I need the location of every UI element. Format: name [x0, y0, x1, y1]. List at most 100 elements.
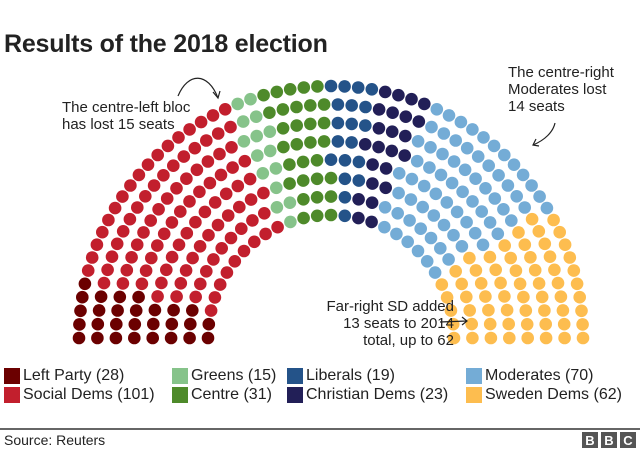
seat-sweden-dems	[576, 318, 589, 331]
seat-moderates	[447, 228, 460, 242]
seat-sweden-dems	[483, 317, 497, 331]
seat-sweden-dems	[528, 263, 542, 277]
seat-liberals	[338, 154, 352, 167]
seat-left-party	[92, 304, 106, 317]
annotation-sweden-dems: Far-right SD added 13 seats to 2014 tota…	[292, 298, 454, 349]
seat-liberals	[338, 172, 352, 186]
seat-social-dems	[174, 205, 187, 218]
legend-item-sweden-dems: Sweden Dems (62)	[466, 385, 622, 404]
seat-social-dems	[151, 239, 164, 252]
seat-sweden-dems	[498, 290, 511, 303]
seat-centre	[283, 83, 297, 96]
seat-liberals	[331, 116, 345, 130]
seat-sweden-dems	[484, 331, 498, 345]
seat-sweden-dems	[556, 304, 570, 317]
seat-liberals	[331, 135, 345, 148]
seat-social-dems	[204, 304, 218, 317]
seat-christian-dems	[392, 88, 405, 102]
seat-greens	[256, 167, 270, 180]
seat-moderates	[405, 172, 419, 186]
seat-moderates	[482, 159, 496, 172]
legend-label: Liberals (19)	[306, 367, 395, 384]
seat-social-dems	[213, 147, 226, 161]
seat-social-dems	[116, 190, 129, 203]
seat-greens	[263, 125, 277, 138]
seat-social-dems	[102, 213, 115, 227]
seat-moderates	[437, 218, 451, 232]
seat-christian-dems	[418, 97, 431, 111]
seat-sweden-dems	[538, 237, 552, 251]
seat-sweden-dems	[576, 331, 590, 345]
annotation-arrow-sd	[439, 320, 468, 323]
seat-moderates	[533, 190, 546, 203]
seat-moderates	[466, 195, 479, 208]
seat-greens	[244, 92, 257, 106]
seat-left-party	[76, 290, 89, 304]
seat-left-party	[72, 331, 86, 345]
annotation-arrow-left	[177, 77, 219, 99]
seat-social-dems	[218, 103, 232, 116]
seat-sweden-dems	[517, 290, 530, 304]
seat-social-dems	[151, 290, 164, 303]
seat-social-dems	[215, 242, 228, 255]
seat-moderates	[449, 134, 463, 147]
seat-sweden-dems	[465, 317, 479, 331]
seat-social-dems	[105, 250, 119, 263]
seat-greens	[231, 97, 244, 111]
seat-christian-dems	[379, 181, 393, 195]
seat-liberals	[338, 80, 351, 93]
seat-moderates	[498, 148, 511, 162]
seat-social-dems	[225, 141, 238, 154]
seat-moderates	[442, 109, 456, 122]
legend-item-christian-dems: Christian Dems (23)	[287, 385, 448, 404]
seat-social-dems	[193, 185, 206, 199]
seat-moderates	[411, 135, 425, 148]
seat-moderates	[414, 222, 428, 235]
seat-centre	[310, 191, 324, 204]
seat-social-dems	[145, 251, 158, 265]
seat-social-dems	[183, 123, 196, 136]
seat-moderates	[423, 161, 436, 174]
seat-sweden-dems	[539, 317, 552, 331]
seat-left-party	[109, 331, 123, 345]
seat-moderates	[440, 196, 454, 209]
seat-christian-dems	[365, 215, 378, 229]
seat-liberals	[365, 83, 379, 96]
seat-greens	[236, 115, 250, 128]
seat-centre	[317, 116, 331, 130]
seat-social-dems	[231, 179, 245, 193]
annotation-moderates: The centre-right Moderates lost 14 seats	[508, 64, 614, 115]
seat-sweden-dems	[521, 331, 534, 345]
seat-moderates	[442, 253, 455, 266]
seat-social-dems	[258, 207, 271, 220]
annotation-arrowhead-right	[532, 138, 540, 147]
seat-social-dems	[257, 186, 270, 200]
seat-social-dems	[147, 179, 161, 192]
seat-social-dems	[172, 131, 185, 144]
legend-swatch	[466, 386, 482, 403]
seat-moderates	[378, 201, 392, 214]
seat-sweden-dems	[444, 304, 458, 317]
seat-christian-dems	[385, 125, 399, 138]
seat-centre	[290, 138, 304, 151]
annotation-arrowhead-sd	[461, 316, 468, 326]
legend-swatch	[172, 367, 188, 384]
seat-social-dems	[131, 201, 144, 214]
seat-moderates	[454, 115, 468, 129]
seat-sweden-dems	[483, 250, 497, 264]
seat-moderates	[471, 150, 485, 163]
seat-moderates	[437, 127, 451, 140]
legend-label: Left Party (28)	[23, 367, 125, 384]
seat-moderates	[475, 205, 489, 218]
seat-left-party	[184, 317, 197, 331]
seat-sweden-dems	[570, 277, 584, 291]
seat-moderates	[430, 103, 444, 116]
seat-left-party	[128, 318, 142, 331]
seat-sweden-dems	[474, 277, 488, 290]
seat-left-party	[164, 331, 178, 345]
seat-moderates	[518, 201, 531, 214]
seat-sweden-dems	[519, 304, 533, 317]
seat-centre	[283, 177, 296, 190]
annotation-line: Moderates lost	[508, 81, 607, 98]
seat-centre	[317, 98, 331, 111]
